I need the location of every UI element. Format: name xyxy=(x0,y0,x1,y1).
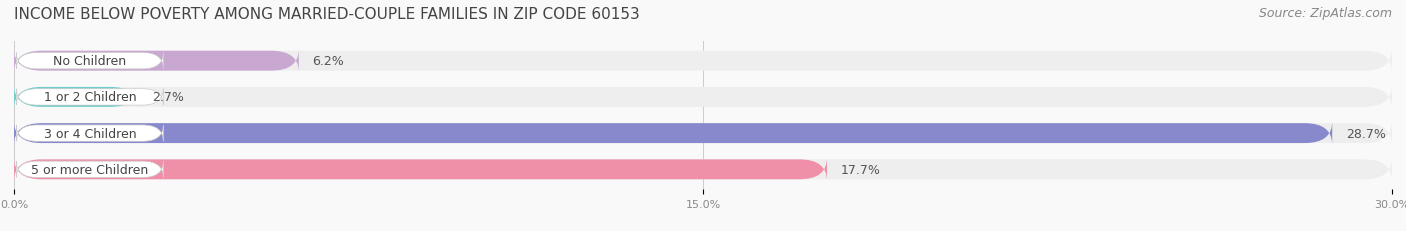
FancyBboxPatch shape xyxy=(14,122,1333,145)
Text: No Children: No Children xyxy=(53,55,127,68)
Text: Source: ZipAtlas.com: Source: ZipAtlas.com xyxy=(1258,7,1392,20)
Text: 5 or more Children: 5 or more Children xyxy=(31,163,149,176)
FancyBboxPatch shape xyxy=(14,50,1392,73)
FancyBboxPatch shape xyxy=(14,86,1392,109)
Text: 1 or 2 Children: 1 or 2 Children xyxy=(44,91,136,104)
FancyBboxPatch shape xyxy=(14,158,1392,181)
FancyBboxPatch shape xyxy=(14,50,299,73)
FancyBboxPatch shape xyxy=(14,158,827,181)
FancyBboxPatch shape xyxy=(17,53,163,70)
Text: 3 or 4 Children: 3 or 4 Children xyxy=(44,127,136,140)
Text: 2.7%: 2.7% xyxy=(152,91,184,104)
Text: INCOME BELOW POVERTY AMONG MARRIED-COUPLE FAMILIES IN ZIP CODE 60153: INCOME BELOW POVERTY AMONG MARRIED-COUPL… xyxy=(14,7,640,22)
FancyBboxPatch shape xyxy=(14,86,138,109)
FancyBboxPatch shape xyxy=(17,125,163,142)
FancyBboxPatch shape xyxy=(17,161,163,178)
FancyBboxPatch shape xyxy=(14,122,1392,145)
FancyBboxPatch shape xyxy=(17,89,163,106)
Text: 17.7%: 17.7% xyxy=(841,163,880,176)
Text: 6.2%: 6.2% xyxy=(312,55,344,68)
Text: 28.7%: 28.7% xyxy=(1346,127,1386,140)
